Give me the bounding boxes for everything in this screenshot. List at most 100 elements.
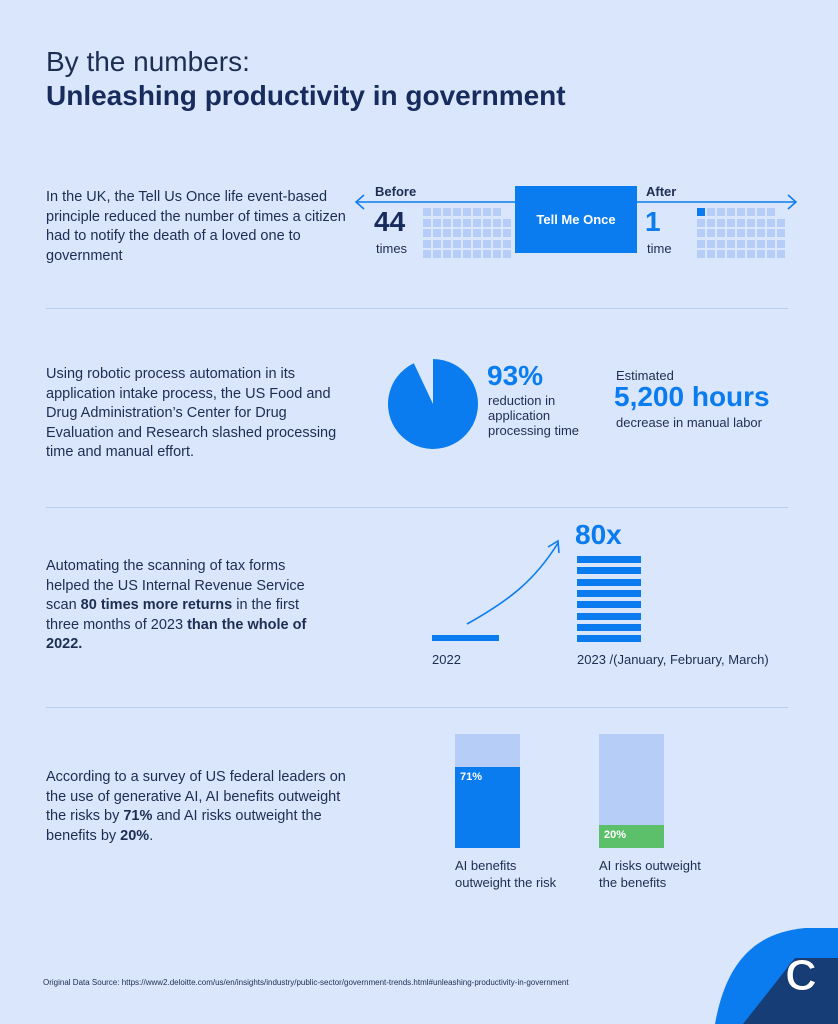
- logo-icon: C: [715, 928, 838, 1024]
- grid-square: [707, 229, 715, 237]
- grid-square: [737, 218, 745, 227]
- grid-square: [423, 208, 431, 216]
- grid-square: [423, 250, 431, 258]
- grid-square: [493, 208, 501, 216]
- grid-square: [453, 218, 461, 227]
- text: in the first three months of 2023: [46, 597, 300, 633]
- grid-square: [737, 208, 745, 216]
- grid-square: [443, 250, 451, 258]
- grid-square: [757, 239, 765, 248]
- grid-square: [767, 239, 775, 248]
- grid-square: [747, 250, 755, 258]
- grid-square: [707, 208, 715, 216]
- grid-square: [423, 239, 431, 248]
- after-label: After: [646, 184, 681, 199]
- bar-stripe: [577, 635, 641, 643]
- grid-square: [707, 250, 715, 258]
- text: Automating the scanning of tax forms hel…: [46, 558, 305, 613]
- grid-square: [707, 239, 715, 248]
- grid-square: [493, 239, 501, 248]
- bar-stripe: [577, 556, 641, 563]
- grid-square: [483, 218, 491, 227]
- grid-square: [463, 229, 471, 237]
- pie-slice: [388, 359, 478, 449]
- before-label: Before: [375, 184, 421, 199]
- grid-square: [717, 239, 725, 248]
- multiplier: 80x: [575, 519, 622, 550]
- hours-desc: decrease in manual labor: [616, 415, 762, 430]
- text: and AI risks outweight the benefits by: [46, 808, 322, 844]
- grid-square: [503, 250, 511, 258]
- grid-square: [443, 239, 451, 248]
- text-bold: 71%: [123, 808, 153, 824]
- grid-square: [503, 218, 511, 227]
- grid-square: [433, 239, 441, 248]
- grid-square: [493, 250, 501, 258]
- grid-square: [757, 218, 765, 227]
- label-2023: 2023 /(January, February, March): [577, 652, 769, 667]
- grid-square: [697, 239, 705, 248]
- s4-text: According to a survey of US federal lead…: [46, 768, 346, 846]
- text-bold: 20%: [120, 827, 150, 844]
- after-value: 1: [645, 206, 661, 237]
- grid-square: [483, 239, 491, 248]
- bar-2022: [432, 635, 499, 641]
- grid-square: [463, 208, 471, 216]
- before-grid: [423, 208, 513, 260]
- grid-square: [737, 229, 745, 237]
- text-bold: than the whole of 2022.: [46, 616, 307, 653]
- grid-square: [433, 250, 441, 258]
- grid-square: [453, 239, 461, 248]
- grid-square: [717, 250, 725, 258]
- grid-square: [433, 218, 441, 227]
- grid-square: [697, 250, 705, 258]
- s3-text: Automating the scanning of tax forms hel…: [46, 557, 326, 655]
- grid-square: [473, 250, 481, 258]
- label-2022: 2022: [432, 652, 461, 667]
- grid-square: [473, 239, 481, 248]
- grid-square: [423, 218, 431, 227]
- grid-square: [483, 229, 491, 237]
- grid-square: [707, 218, 715, 227]
- text: According to a survey of US federal lead…: [46, 769, 346, 824]
- pie-chart: [388, 359, 478, 449]
- growth-arrow-icon: [466, 539, 560, 625]
- grid-square: [777, 250, 785, 258]
- bar-fill: 20%: [599, 825, 664, 848]
- grid-square: [747, 229, 755, 237]
- grid-square: [767, 218, 775, 227]
- grid-square: [433, 229, 441, 237]
- bar-benefits: 71%: [455, 734, 520, 848]
- grid-square: [433, 208, 441, 216]
- grid-square: [443, 229, 451, 237]
- grid-square: [777, 218, 785, 227]
- divider: [46, 707, 788, 708]
- s1-text: In the UK, the Tell Us Once life event-b…: [46, 189, 346, 264]
- grid-square: [463, 239, 471, 248]
- grid-square: [727, 208, 735, 216]
- grid-square: [493, 218, 501, 227]
- bar-stripe: [577, 623, 641, 631]
- grid-square: [767, 229, 775, 237]
- page-title: Unleashing productivity in government: [46, 80, 566, 111]
- grid-square: [777, 229, 785, 237]
- grid-square: [727, 229, 735, 237]
- grid-square: [747, 208, 755, 216]
- divider: [46, 507, 788, 508]
- grid-square: [473, 218, 481, 227]
- grid-square: [737, 239, 745, 248]
- grid-square: [443, 208, 451, 216]
- grid-square: [453, 229, 461, 237]
- grid-square: [757, 229, 765, 237]
- grid-square: [503, 229, 511, 237]
- bar-stripe: [577, 589, 641, 597]
- grid-square: [767, 208, 775, 216]
- bar-value: 20%: [604, 829, 627, 842]
- bar-value: 71%: [460, 771, 483, 784]
- pct-value: 93%: [487, 360, 544, 391]
- svg-text:C: C: [785, 951, 817, 1000]
- grid-square: [697, 229, 705, 237]
- title-line1: By the numbers:: [46, 46, 250, 77]
- bar-risks: 20%: [599, 734, 664, 848]
- grid-square: [503, 239, 511, 248]
